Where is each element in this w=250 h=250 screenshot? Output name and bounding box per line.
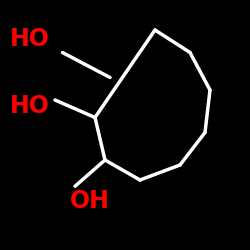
- Text: HO: HO: [10, 27, 50, 51]
- Text: HO: HO: [10, 94, 50, 118]
- Text: OH: OH: [70, 189, 110, 213]
